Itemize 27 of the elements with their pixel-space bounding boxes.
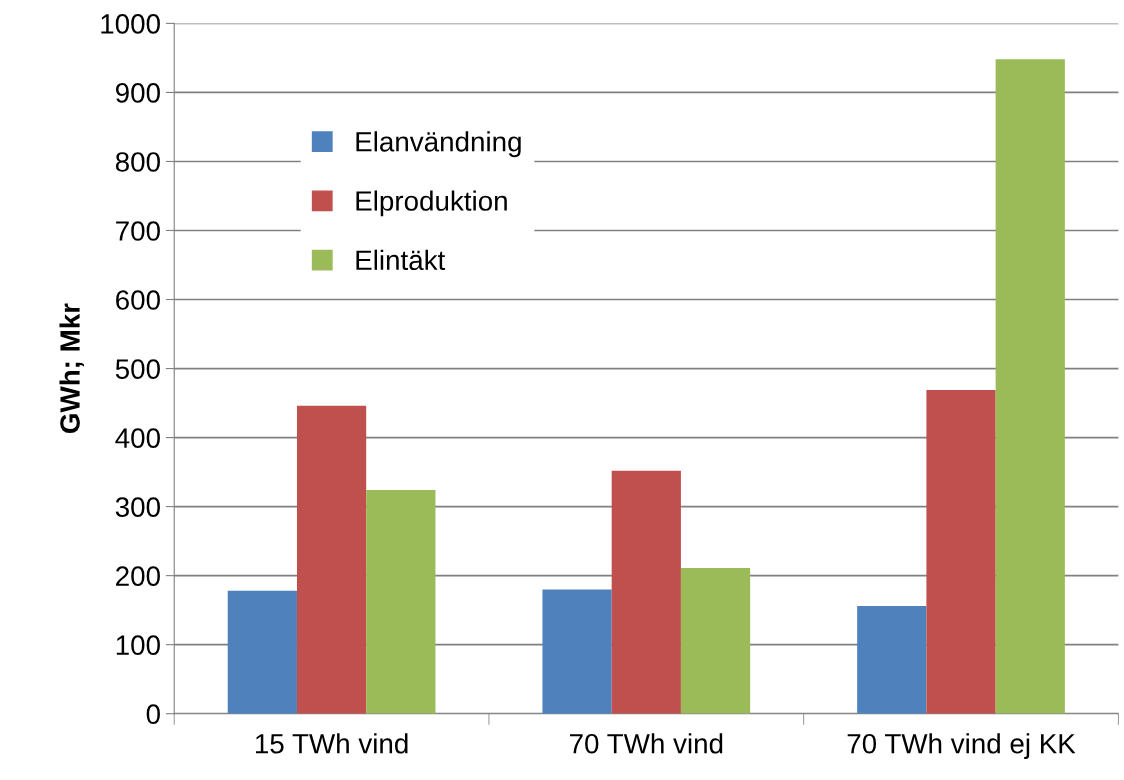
bar bbox=[995, 59, 1065, 714]
x-tick-label: 70 TWh vind bbox=[570, 733, 723, 754]
x-tick-label: 15 TWh vind bbox=[255, 733, 408, 754]
y-tick-label: 400 bbox=[115, 428, 160, 448]
y-axis-title: GWh; Mkr bbox=[59, 303, 84, 433]
bar bbox=[542, 589, 612, 714]
y-tick-label: 700 bbox=[116, 221, 160, 241]
y-tick-label: 900 bbox=[115, 83, 160, 103]
legend-label: Elproduktion bbox=[356, 190, 507, 217]
x-tick-label: 70 TWh vind ej KK bbox=[847, 733, 1076, 760]
y-tick-label: 500 bbox=[115, 359, 160, 379]
bar bbox=[680, 568, 751, 714]
bar bbox=[366, 490, 436, 714]
y-tick-label: 100 bbox=[116, 635, 160, 656]
legend-label: Elintäkt bbox=[356, 249, 446, 271]
bar bbox=[611, 470, 681, 714]
bar bbox=[296, 405, 367, 714]
y-tick-label: 200 bbox=[116, 566, 160, 586]
bar bbox=[227, 590, 297, 714]
y-tick-label: 800 bbox=[115, 152, 160, 172]
legend-label: Elanvändning bbox=[356, 131, 521, 158]
y-tick-label: 0 bbox=[146, 704, 160, 725]
bar bbox=[857, 606, 927, 714]
bar bbox=[926, 389, 996, 714]
y-tick-label: 300 bbox=[115, 497, 160, 517]
y-tick-label: 1000 bbox=[101, 14, 160, 34]
y-tick-label: 600 bbox=[116, 290, 160, 310]
